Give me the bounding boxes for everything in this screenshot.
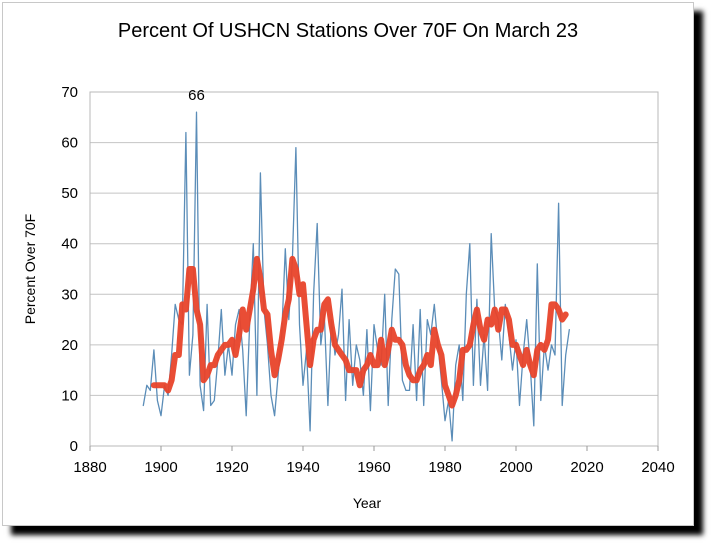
plot-area-border (89, 91, 659, 447)
y-tick-label: 0 (70, 438, 78, 455)
y-tick-label: 50 (61, 185, 78, 202)
x-tick-label: 2020 (570, 459, 603, 476)
series-smoothed-line (150, 255, 569, 409)
x-tick-label: 1940 (286, 459, 319, 476)
y-tick-label: 40 (61, 236, 78, 253)
chart-title: Percent Of USHCN Stations Over 70F On Ma… (118, 20, 578, 42)
x-tick-label: 2000 (499, 459, 532, 476)
x-tick-label: 1900 (144, 459, 177, 476)
chart-frame (2, 2, 694, 526)
y-tick-label: 60 (61, 135, 78, 152)
gridlines (90, 91, 658, 447)
y-axis-label: Percent Over 70F (22, 214, 38, 325)
x-tick-label: 2040 (641, 459, 674, 476)
y-axis-ticks: 0 10 20 30 40 50 60 70 (61, 84, 78, 455)
peak-annotation: 66 (188, 87, 205, 104)
x-tick-label: 1920 (215, 459, 248, 476)
x-tick-label: 1960 (357, 459, 390, 476)
y-tick-label: 30 (61, 286, 78, 303)
x-tick-label: 1880 (73, 459, 106, 476)
x-axis-ticks: 1880 1900 1920 1940 1960 1980 2000 2020 2040 (73, 446, 675, 476)
y-tick-label: 70 (61, 84, 78, 101)
y-tick-label: 10 (61, 387, 78, 404)
series-lines (142, 111, 570, 442)
y-tick-label: 20 (61, 337, 78, 354)
series-annual-line (142, 111, 570, 442)
x-axis-label: Year (353, 495, 382, 511)
x-tick-label: 1980 (428, 459, 461, 476)
